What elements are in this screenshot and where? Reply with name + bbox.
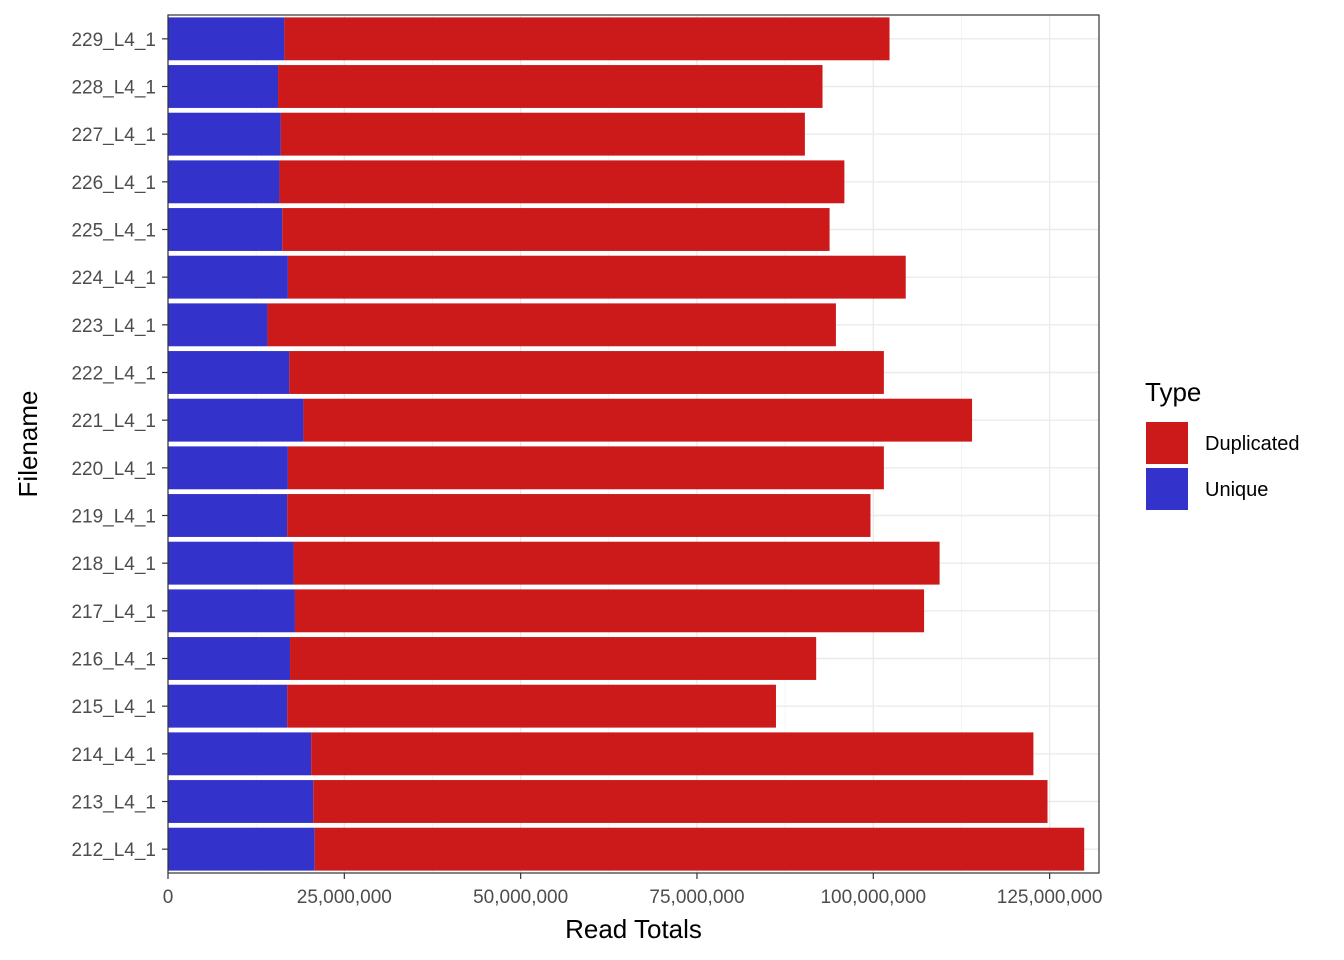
bars <box>168 17 1085 871</box>
bar-unique-226_L4_1 <box>168 160 280 204</box>
x-axis: 0 25,000,000 50,000,000 75,000,000 100,000,0… <box>163 873 1103 908</box>
bar-duplicated-213_L4_1 <box>313 780 1048 823</box>
bar-duplicated-229_L4_1 <box>284 17 890 61</box>
y-tick-label: 213_L4_1 <box>71 793 156 814</box>
bar-duplicated-215_L4_1 <box>287 684 776 728</box>
bar-unique-225_L4_1 <box>168 208 283 251</box>
y-tick-label: 223_L4_1 <box>71 316 156 337</box>
bar-unique-213_L4_1 <box>168 780 314 823</box>
x-tick-label: 0 <box>163 887 174 908</box>
y-tick-label: 218_L4_1 <box>71 554 156 575</box>
y-tick-label: 219_L4_1 <box>71 507 156 528</box>
bar-duplicated-223_L4_1 <box>267 303 836 347</box>
y-tick-label: 225_L4_1 <box>71 221 156 242</box>
bar-duplicated-225_L4_1 <box>282 208 830 251</box>
bar-unique-214_L4_1 <box>168 732 312 776</box>
bar-duplicated-222_L4_1 <box>289 351 884 394</box>
x-tick-label: 100,000,000 <box>820 887 926 908</box>
bar-duplicated-227_L4_1 <box>280 112 805 156</box>
bar-duplicated-218_L4_1 <box>293 541 940 585</box>
y-tick-label: 227_L4_1 <box>71 125 156 146</box>
legend: Type Duplicated Unique <box>1145 377 1300 510</box>
y-tick-label: 229_L4_1 <box>71 30 156 51</box>
bar-unique-224_L4_1 <box>168 255 288 299</box>
plot-panel-border <box>167 14 1100 874</box>
y-tick-label: 215_L4_1 <box>71 697 156 718</box>
bar-unique-218_L4_1 <box>168 541 294 585</box>
bar-unique-229_L4_1 <box>168 17 285 61</box>
y-tick-label: 220_L4_1 <box>71 459 156 480</box>
bar-unique-220_L4_1 <box>168 446 288 490</box>
x-tick-label: 75,000,000 <box>649 887 744 908</box>
bar-duplicated-228_L4_1 <box>278 65 823 108</box>
bar-duplicated-217_L4_1 <box>294 589 925 633</box>
legend-key-duplicated <box>1146 422 1188 464</box>
bar-unique-223_L4_1 <box>168 303 268 347</box>
bar-unique-221_L4_1 <box>168 398 304 442</box>
legend-key-unique <box>1146 468 1188 510</box>
x-tick-label: 50,000,000 <box>473 887 568 908</box>
bar-unique-219_L4_1 <box>168 494 288 537</box>
y-tick-label: 216_L4_1 <box>71 650 156 671</box>
y-tick-label: 222_L4_1 <box>71 364 156 385</box>
bar-duplicated-219_L4_1 <box>287 494 871 537</box>
y-tick-label: 212_L4_1 <box>71 840 156 861</box>
bar-duplicated-212_L4_1 <box>314 827 1085 871</box>
x-tick-label: 125,000,000 <box>997 887 1103 908</box>
bar-duplicated-221_L4_1 <box>303 398 973 442</box>
y-tick-label: 228_L4_1 <box>71 78 156 99</box>
y-axis-title: Filename <box>13 391 43 498</box>
bar-unique-227_L4_1 <box>168 112 281 156</box>
bar-duplicated-226_L4_1 <box>279 160 845 204</box>
bar-duplicated-214_L4_1 <box>311 732 1034 776</box>
y-tick-label: 221_L4_1 <box>71 411 156 432</box>
bar-unique-228_L4_1 <box>168 65 279 108</box>
bar-duplicated-220_L4_1 <box>287 446 884 490</box>
bar-unique-217_L4_1 <box>168 589 295 633</box>
bar-duplicated-216_L4_1 <box>290 637 817 680</box>
legend-label-duplicated: Duplicated <box>1205 433 1300 455</box>
bar-duplicated-224_L4_1 <box>287 255 906 299</box>
plot-panel-background <box>168 15 1099 873</box>
legend-label-unique: Unique <box>1205 479 1268 501</box>
y-tick-label: 224_L4_1 <box>71 268 156 289</box>
y-tick-label: 217_L4_1 <box>71 602 156 623</box>
bar-unique-222_L4_1 <box>168 351 290 394</box>
x-tick-label: 25,000,000 <box>297 887 392 908</box>
y-axis: 229_L4_1 228_L4_1 227_L4_1 226_L4_1 225_L4_1… <box>71 30 168 861</box>
legend-title: Type <box>1145 377 1201 407</box>
y-tick-label: 214_L4_1 <box>71 745 156 766</box>
bar-unique-215_L4_1 <box>168 684 288 728</box>
bar-unique-212_L4_1 <box>168 827 315 871</box>
x-axis-title: Read Totals <box>565 914 702 944</box>
bar-unique-216_L4_1 <box>168 637 291 680</box>
y-tick-label: 226_L4_1 <box>71 173 156 194</box>
